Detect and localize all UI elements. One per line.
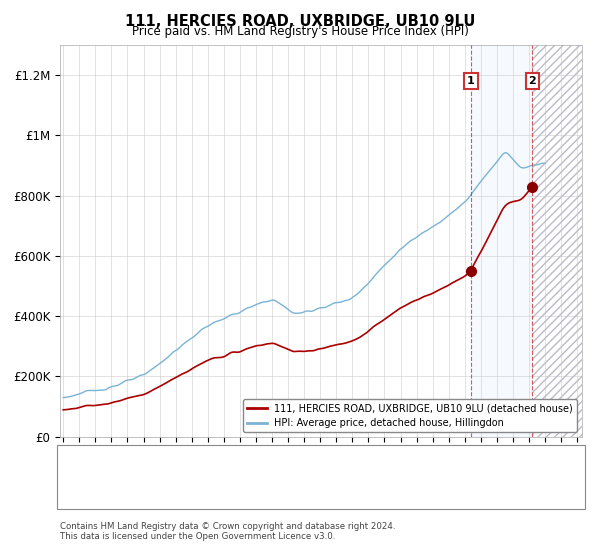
Text: 1: 1 bbox=[467, 76, 475, 86]
Text: 111, HERCIES ROAD, UXBRIDGE, UB10 9LU: 111, HERCIES ROAD, UXBRIDGE, UB10 9LU bbox=[125, 14, 475, 29]
Text: 2: 2 bbox=[529, 76, 536, 86]
Text: Contains HM Land Registry data © Crown copyright and database right 2024.
This d: Contains HM Land Registry data © Crown c… bbox=[60, 522, 395, 542]
Text: 1: 1 bbox=[65, 452, 73, 466]
Text: £550,000: £550,000 bbox=[252, 452, 308, 466]
Text: 30% ↓ HPI: 30% ↓ HPI bbox=[390, 452, 452, 466]
Bar bbox=[532, 45, 585, 437]
Bar bbox=[532, 45, 585, 437]
Text: Price paid vs. HM Land Registry's House Price Index (HPI): Price paid vs. HM Land Registry's House … bbox=[131, 25, 469, 38]
Bar bbox=[471, 45, 532, 437]
Text: £830,000: £830,000 bbox=[252, 482, 308, 495]
Legend: 111, HERCIES ROAD, UXBRIDGE, UB10 9LU (detached house), HPI: Average price, deta: 111, HERCIES ROAD, UXBRIDGE, UB10 9LU (d… bbox=[244, 399, 577, 432]
Text: 4% ↓ HPI: 4% ↓ HPI bbox=[390, 482, 445, 495]
Text: 2: 2 bbox=[65, 482, 73, 495]
Text: 21-MAR-2024: 21-MAR-2024 bbox=[93, 482, 172, 495]
Text: 05-MAY-2020: 05-MAY-2020 bbox=[93, 452, 169, 466]
